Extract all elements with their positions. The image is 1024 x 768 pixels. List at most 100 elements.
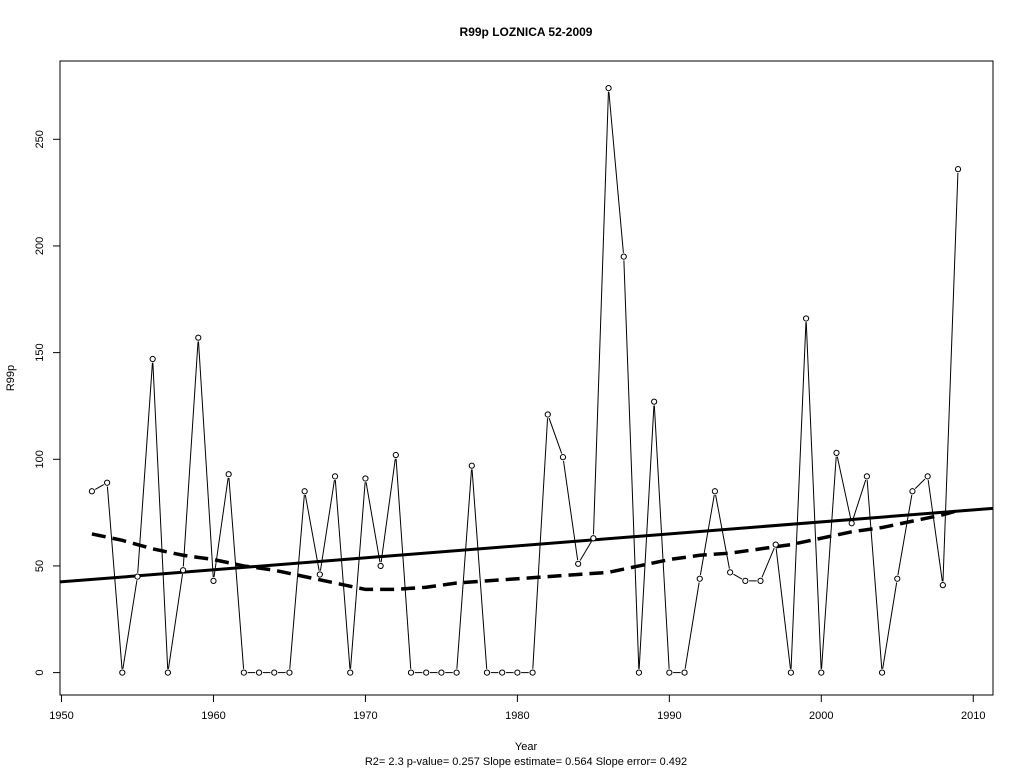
data-point [818,669,825,676]
data-point [544,411,551,418]
series-segment [380,458,396,563]
series-segment [733,573,743,580]
data-point [195,334,202,341]
series-segment [882,582,898,669]
series-segment [122,580,138,669]
data-point [468,462,475,469]
data-point [347,669,354,676]
data-point [119,669,126,676]
data-point [453,669,460,676]
series-segment [471,469,488,669]
x-axis-label: Year [515,741,538,753]
data-point [514,669,521,676]
data-point [210,577,217,584]
series-segment [228,477,245,669]
smoothed-line [91,508,959,592]
data-point [863,473,870,480]
data-point [377,562,384,570]
y-tick-label: 100 [34,450,46,468]
series-segment [289,495,305,669]
series-segment [684,582,700,669]
data-point [255,669,263,676]
series-segment [638,405,655,669]
data-point [635,669,643,676]
series-segment [715,494,730,569]
series-segment [182,341,199,567]
series-segment [532,418,549,669]
series-segment [897,494,913,576]
data-point [894,575,901,582]
data-point [407,669,415,676]
x-tick-label: 1980 [505,710,529,722]
series-segment [456,469,473,669]
series-segment [334,480,351,669]
y-tick-label: 0 [34,670,46,676]
series-segment [167,573,184,669]
x-tick-label: 1950 [49,710,73,722]
series-segment [94,484,105,490]
data-point [179,567,187,574]
series-segment [548,417,563,454]
series-segment [198,341,214,578]
x-tick-label: 1990 [657,710,681,722]
data-point [149,355,156,363]
data-point [696,575,703,582]
series-segment [152,362,169,669]
series-segment [775,548,791,669]
x-tick-label: 1960 [201,710,225,722]
series-segment [213,477,229,578]
data-point [88,488,96,495]
data-point [225,471,232,478]
data-point [316,571,323,578]
series-segment [350,482,366,669]
x-tick-label: 1970 [353,710,377,722]
data-point [802,315,810,322]
y-tick-label: 150 [34,343,46,361]
data-point [833,449,840,456]
series-segment [805,322,822,669]
series-segment [592,91,609,535]
data-point [483,669,491,676]
data-point [271,669,278,676]
y-tick-label: 50 [34,560,46,572]
series-segment [866,480,883,669]
data-point [742,577,749,584]
data-point [438,669,445,676]
series-segment [927,480,943,582]
series-segment [653,405,670,669]
y-axis: 0 50 100 150 200 250 [34,130,60,676]
data-point [134,573,141,580]
plot-frame [59,60,994,696]
series-segment [761,547,775,578]
series-segment [579,541,592,561]
data-point [772,541,779,548]
data-point [954,166,962,173]
data-point [939,582,946,589]
data-point [620,253,627,260]
data-point [757,577,764,584]
data-point [666,669,673,676]
data-point [104,479,111,486]
data-point [711,488,719,495]
data-point [392,451,399,459]
series-segment [137,362,153,573]
data-point [605,84,612,92]
data-point [529,669,536,676]
data-point [575,560,582,567]
series-segment [304,494,320,571]
series-segment [365,482,381,563]
x-axis: 1950 1960 1970 1980 1990 2000 2010 [49,695,985,722]
data-point [848,520,855,527]
data-point [301,488,308,495]
series-segment [563,460,579,561]
data-point [423,669,430,676]
data-point [331,473,339,480]
data-point [286,669,293,676]
plot-area [60,84,993,676]
series-segment [821,456,837,669]
series-segment [914,478,926,489]
y-tick-label: 250 [34,130,46,148]
series-segment [790,322,807,669]
series-segment [852,479,867,520]
series-segment [106,486,123,669]
